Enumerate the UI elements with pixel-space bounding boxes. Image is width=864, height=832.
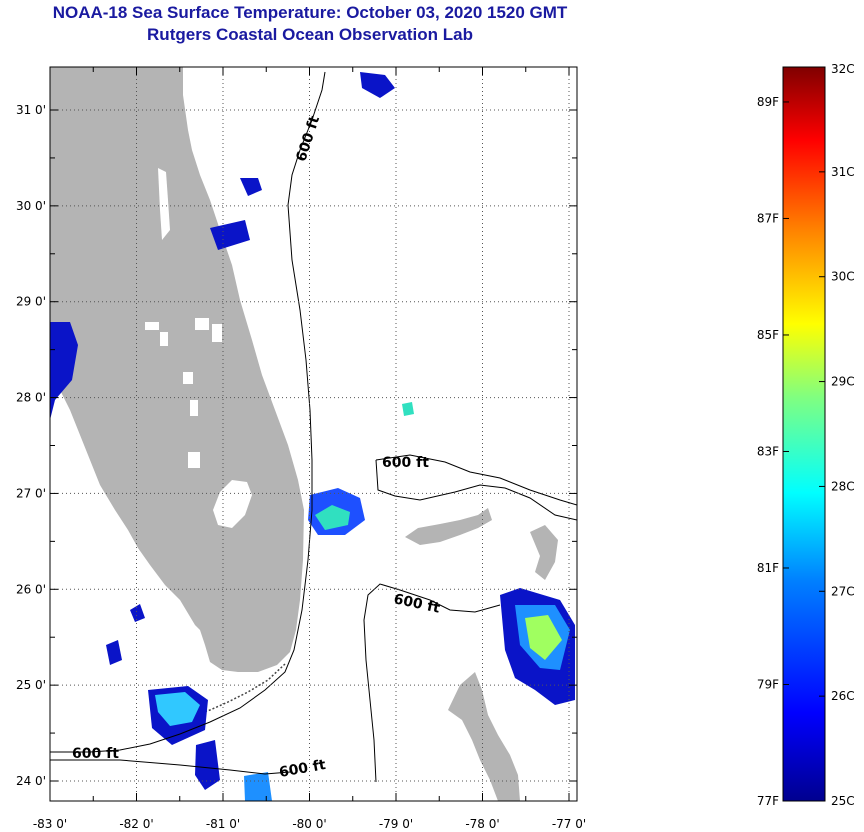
colorbar-celsius-label: 29C [831, 375, 855, 389]
colorbar-fahrenheit-label: 81F [757, 561, 779, 575]
florida-landmass [50, 67, 304, 672]
inland-lakes [145, 168, 222, 468]
axis-ticks [49, 67, 577, 801]
colorbar-fahrenheit-label: 89F [757, 95, 779, 109]
depth-label: 600 ft [72, 746, 119, 762]
latitude-label: 31 0' [16, 103, 46, 117]
depth-label: 600 ft [392, 591, 441, 616]
latitude-label: 28 0' [16, 391, 46, 405]
colorbar-celsius-label: 30C [831, 270, 855, 284]
colorbar-celsius-label: 31C [831, 165, 855, 179]
colorbar-fahrenheit-label: 85F [757, 328, 779, 342]
map-title: NOAA-18 Sea Surface Temperature: October… [52, 3, 568, 22]
longitude-labels: -83 0' -82 0' -81 0' -80 0' -79 0' -78 0' -77 … [33, 817, 586, 831]
sst-patches [50, 72, 575, 801]
latitude-labels: 31 0' 30 0' 29 0' 28 0' 27 0' 26 0' 25 0' 24 0' [16, 103, 46, 788]
longitude-label: -81 0' [206, 817, 240, 831]
colorbar-celsius-label: 25C [831, 794, 855, 808]
grand-bahama-island [405, 508, 492, 545]
depth-label: 600 ft [382, 455, 429, 471]
depth-label: 600 ft [293, 114, 323, 164]
colorbar-fahrenheit-labels: 89F 87F 85F 83F 81F 79F 77F [757, 95, 779, 808]
latitude-label: 29 0' [16, 295, 46, 309]
latitude-label: 27 0' [16, 486, 46, 500]
abaco-island [530, 525, 558, 580]
colorbar-fahrenheit-label: 87F [757, 211, 779, 225]
latitude-label: 25 0' [16, 678, 46, 692]
latitude-label: 24 0' [16, 774, 46, 788]
longitude-label: -82 0' [119, 817, 153, 831]
colorbar-celsius-label: 32C [831, 62, 855, 76]
longitude-label: -79 0' [379, 817, 413, 831]
colorbar-celsius-label: 27C [831, 584, 855, 598]
longitude-label: -77 0' [552, 817, 586, 831]
longitude-label: -78 0' [465, 817, 499, 831]
map-frame [49, 66, 578, 802]
andros-island [448, 672, 520, 801]
latitude-label: 30 0' [16, 199, 46, 213]
latitude-label: 26 0' [16, 582, 46, 596]
longitude-label: -83 0' [33, 817, 67, 831]
colorbar-fahrenheit-label: 77F [757, 794, 779, 808]
colorbar-ticks [783, 66, 825, 802]
depth-label: 600 ft [278, 757, 327, 781]
temperature-colorbar [782, 66, 826, 802]
longitude-label: -80 0' [292, 817, 326, 831]
map-subtitle: Rutgers Coastal Ocean Observation Lab [147, 25, 473, 44]
colorbar-celsius-labels: 32C 31C 30C 29C 28C 27C 26C 25C [831, 62, 855, 808]
colorbar-celsius-label: 28C [831, 479, 855, 493]
colorbar-celsius-label: 26C [831, 689, 855, 703]
colorbar-fahrenheit-label: 79F [757, 677, 779, 691]
colorbar-fahrenheit-label: 83F [757, 444, 779, 458]
